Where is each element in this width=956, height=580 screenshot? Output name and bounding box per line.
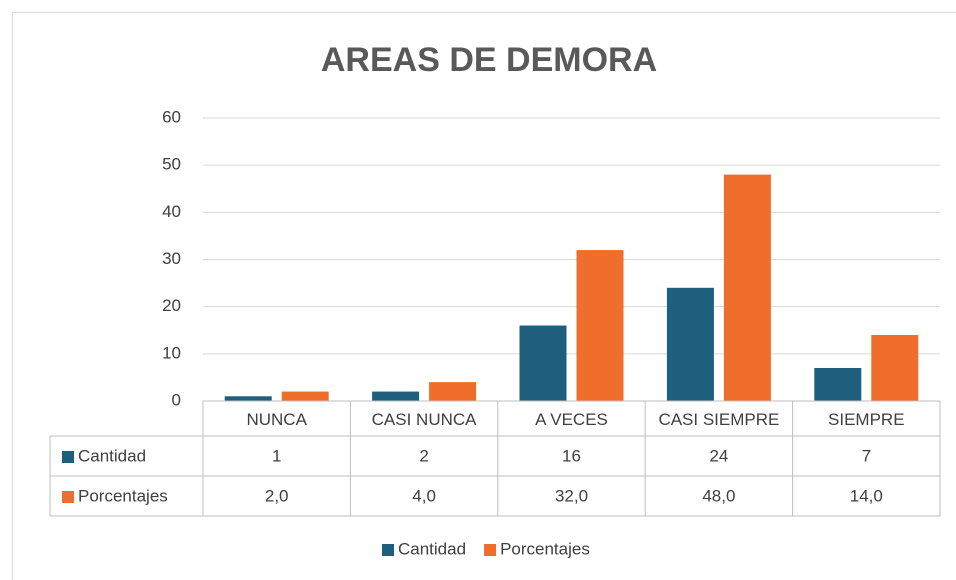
y-tick-label: 30	[162, 249, 181, 268]
table-cell: 2,0	[265, 486, 289, 505]
y-tick-label: 20	[162, 296, 181, 315]
bar	[814, 367, 862, 401]
table-cell: 32,0	[555, 486, 588, 505]
y-tick-label: 40	[162, 202, 181, 221]
x-tick-label: NUNCA	[246, 410, 307, 429]
table-cell: 7	[862, 446, 871, 465]
table-cell: 24	[709, 446, 728, 465]
y-tick-label: 0	[172, 390, 181, 409]
y-tick-label: 50	[162, 155, 181, 174]
bar	[871, 334, 919, 401]
table-series-name: Porcentajes	[78, 486, 168, 505]
bar	[372, 391, 420, 401]
bar	[723, 174, 771, 401]
bar	[519, 325, 567, 401]
table-cell: 4,0	[412, 486, 436, 505]
legend-label: Cantidad	[398, 539, 466, 558]
x-tick-label: CASI NUNCA	[372, 410, 478, 429]
bar	[281, 391, 329, 401]
bar	[576, 250, 624, 401]
legend-key	[382, 544, 394, 556]
x-tick-label: SIEMPRE	[828, 410, 905, 429]
y-tick-label: 60	[162, 107, 181, 126]
x-tick-label: CASI SIEMPRE	[658, 410, 779, 429]
legend-label: Porcentajes	[500, 539, 590, 558]
table-cell: 16	[562, 446, 581, 465]
x-tick-label: A VECES	[535, 410, 608, 429]
bar	[429, 382, 477, 401]
table-legend-key	[62, 451, 74, 463]
table-legend-key	[62, 491, 74, 503]
table-cell: 2	[419, 446, 428, 465]
y-tick-label: 10	[162, 343, 181, 362]
table-cell: 1	[272, 446, 281, 465]
legend-key	[484, 544, 497, 556]
chart-title: AREAS DE DEMORA	[321, 41, 657, 79]
table-cell: 48,0	[702, 486, 735, 505]
table-cell: 14,0	[850, 486, 883, 505]
bar	[224, 396, 272, 401]
bar	[666, 287, 714, 401]
chart-border	[12, 12, 956, 580]
table-series-name: Cantidad	[78, 446, 146, 465]
